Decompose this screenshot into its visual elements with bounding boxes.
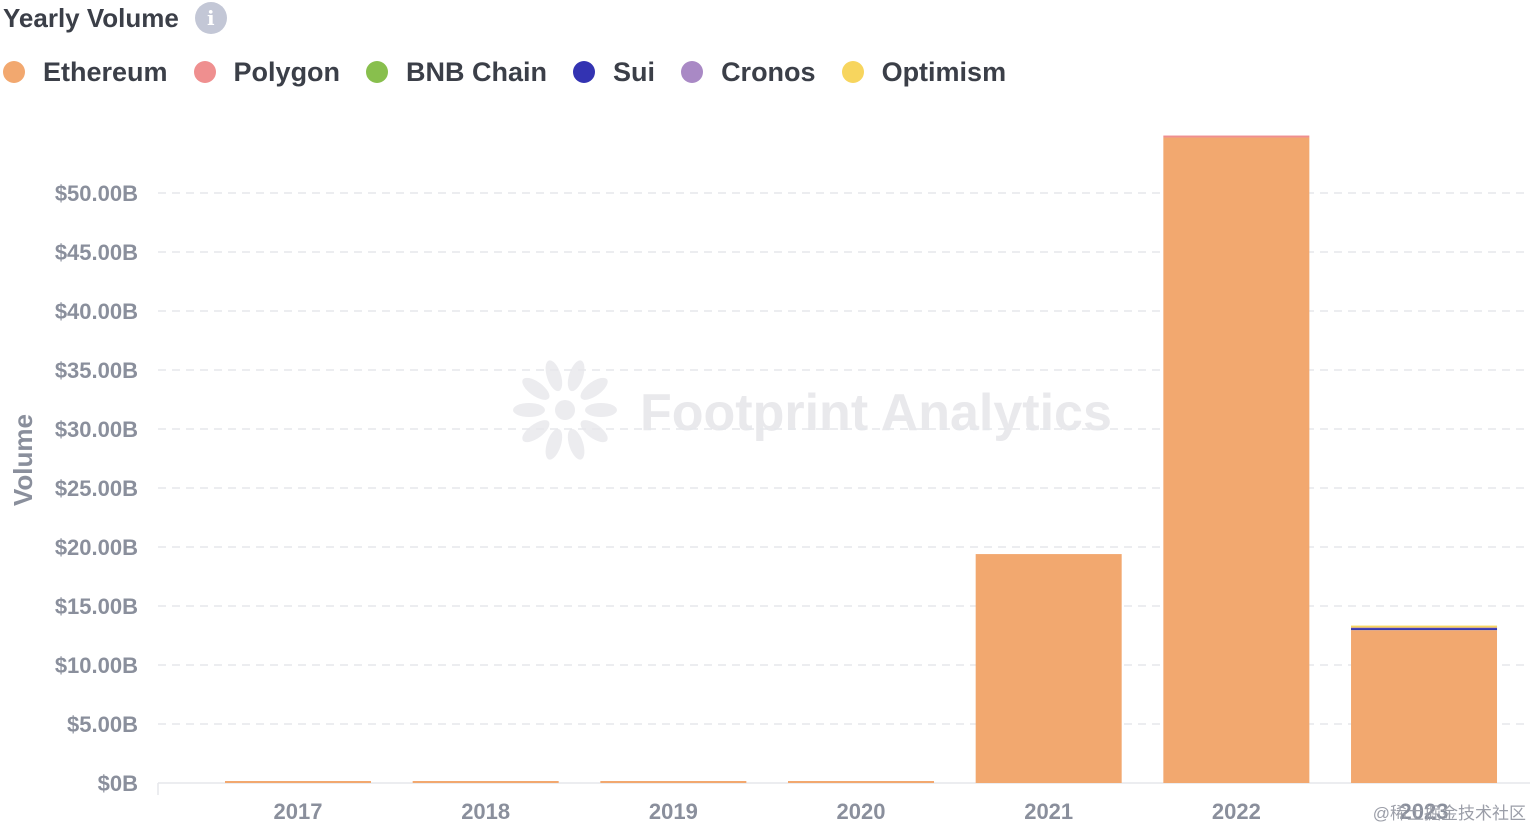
chart-title: Yearly Volume bbox=[3, 2, 179, 33]
legend-dot-icon bbox=[573, 61, 596, 83]
bar-2023-sui[interactable] bbox=[1351, 627, 1498, 630]
x-tick-label: 2017 bbox=[274, 799, 323, 824]
watermark-petal bbox=[585, 403, 617, 417]
corner-watermark: @稀土掘金技术社区 bbox=[1372, 804, 1526, 823]
watermark-text: Footprint Analytics bbox=[640, 384, 1112, 442]
x-tick-label: 2018 bbox=[461, 799, 510, 824]
y-tick-label: $50.00B bbox=[55, 181, 138, 206]
bar-2023-optimism[interactable] bbox=[1351, 625, 1498, 628]
bar-2017-ethereum[interactable] bbox=[225, 781, 371, 783]
legend-label: Sui bbox=[613, 56, 656, 87]
bar-2020-ethereum[interactable] bbox=[788, 781, 935, 783]
y-tick-label: $30.00B bbox=[55, 417, 138, 442]
bar-2021-ethereum[interactable] bbox=[975, 554, 1122, 783]
x-tick-label: 2020 bbox=[837, 799, 886, 824]
bar-2022-polygon[interactable] bbox=[1163, 135, 1310, 138]
y-tick-label: $25.00B bbox=[55, 476, 138, 501]
y-tick-label: $5.00B bbox=[67, 712, 138, 737]
x-tick-label: 2019 bbox=[649, 799, 698, 824]
y-tick-label: $40.00B bbox=[55, 299, 138, 324]
legend-dot-icon bbox=[681, 61, 704, 83]
legend-item-bnb-chain[interactable]: BNB Chain bbox=[366, 57, 547, 88]
watermark-petal bbox=[513, 403, 545, 417]
y-axis-title: Volume bbox=[8, 414, 38, 506]
watermark-petal bbox=[545, 428, 563, 460]
x-axis-ticks: 2017 2018 2019 2020 2021 2022 2023 bbox=[274, 799, 1449, 824]
legend-dot-icon bbox=[366, 61, 389, 83]
y-tick-label: $10.00B bbox=[55, 653, 138, 678]
y-tick-label: $35.00B bbox=[55, 358, 138, 383]
legend-label: Polygon bbox=[233, 56, 341, 87]
watermark: Footprint Analytics bbox=[513, 360, 1112, 460]
x-tick-label: 2023 bbox=[1400, 799, 1449, 824]
legend-item-ethereum[interactable]: Ethereum bbox=[3, 57, 168, 88]
y-tick-label: $15.00B bbox=[55, 594, 138, 619]
legend-label: Optimism bbox=[881, 56, 1007, 87]
x-tick-label: 2021 bbox=[1024, 799, 1073, 824]
legend-item-cronos[interactable]: Cronos bbox=[681, 57, 816, 88]
legend-label: Cronos bbox=[721, 56, 816, 87]
y-tick-label: $45.00B bbox=[55, 240, 138, 265]
bar-2019-ethereum[interactable] bbox=[600, 781, 747, 783]
watermark-petal bbox=[522, 377, 550, 400]
legend-label: Ethereum bbox=[43, 56, 168, 87]
y-tick-label: $20.00B bbox=[55, 535, 138, 560]
watermark-center bbox=[555, 400, 575, 420]
grid-lines bbox=[157, 192, 1530, 795]
legend-dot-icon bbox=[193, 61, 216, 83]
bars bbox=[225, 135, 1498, 784]
info-icon[interactable]: i bbox=[194, 2, 227, 34]
bar-2018-ethereum[interactable] bbox=[412, 781, 559, 783]
bar-2023-ethereum[interactable] bbox=[1351, 630, 1498, 783]
x-tick-label: 2022 bbox=[1212, 799, 1261, 824]
watermark-petal bbox=[580, 420, 608, 443]
legend-item-polygon[interactable]: Polygon bbox=[193, 56, 341, 88]
chart-legend: Ethereum Polygon BNB Chain Sui Cronos Optimis… bbox=[3, 52, 1032, 92]
legend-label: BNB Chain bbox=[406, 56, 548, 87]
legend-item-sui[interactable]: Sui bbox=[573, 57, 655, 88]
y-axis-ticks: $0B $5.00B $10.00B $15.00B $20.00B $25.00B $30… bbox=[55, 181, 138, 796]
bar-2022-ethereum[interactable] bbox=[1163, 137, 1310, 784]
watermark-petal bbox=[522, 420, 550, 443]
legend-dot-icon bbox=[841, 61, 864, 83]
chart-header: Yearly Volume i bbox=[3, 0, 227, 36]
legend-dot-icon bbox=[3, 61, 25, 83]
watermark-petal bbox=[567, 428, 585, 460]
watermark-petal bbox=[580, 377, 608, 400]
watermark-petal bbox=[545, 360, 563, 392]
y-tick-label: $0B bbox=[98, 771, 138, 796]
watermark-petal bbox=[567, 360, 585, 392]
legend-item-optimism[interactable]: Optimism bbox=[841, 56, 1007, 88]
